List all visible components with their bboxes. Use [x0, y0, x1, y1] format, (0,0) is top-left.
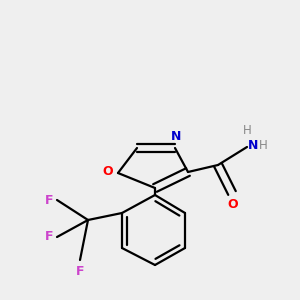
Text: F: F [45, 194, 53, 206]
Text: F: F [76, 266, 84, 278]
Text: H: H [259, 139, 268, 152]
Text: N: N [248, 139, 258, 152]
Text: N: N [170, 130, 181, 142]
Text: H: H [243, 124, 252, 136]
Text: O: O [102, 165, 112, 178]
Text: F: F [45, 230, 53, 244]
Text: O: O [227, 198, 238, 212]
